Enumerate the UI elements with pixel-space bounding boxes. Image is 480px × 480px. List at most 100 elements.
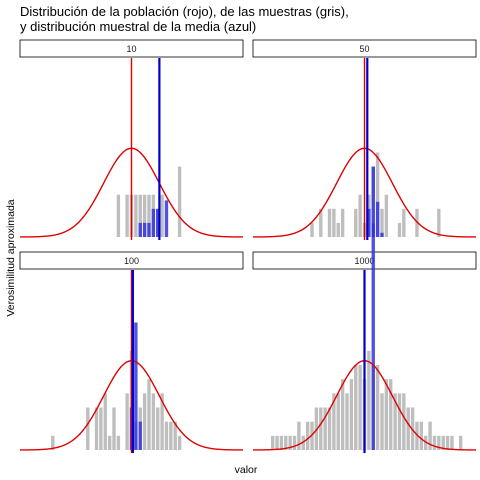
sample-bar [332, 393, 336, 450]
sample-bar [437, 208, 441, 237]
sample-bar [397, 222, 402, 237]
panel-10: 10 [19, 39, 244, 240]
sample-bar [432, 435, 437, 450]
sample-bar [99, 407, 103, 450]
sample-bar [177, 435, 182, 450]
sample-bar [284, 435, 288, 450]
sample-bar [375, 365, 380, 450]
facet-strip [19, 251, 244, 270]
mean-bar [380, 232, 384, 237]
sample-bar [402, 208, 406, 237]
sample-bar [358, 194, 362, 237]
sample-bar [270, 435, 275, 450]
sample-bar [336, 393, 340, 450]
facet-strip-label: 1000 [354, 256, 374, 266]
sample-bar [94, 407, 99, 450]
sample-bar [164, 421, 169, 450]
sample-bar [389, 379, 393, 450]
mean-bar [371, 223, 375, 450]
sample-bar [297, 421, 301, 450]
sample-bar [340, 208, 345, 237]
sample-bar [402, 393, 406, 450]
sample-bar [147, 379, 151, 450]
panel-1000: 1000 [252, 223, 477, 453]
sample-bar [445, 435, 450, 450]
sample-bar [424, 435, 428, 450]
mean-bar [151, 208, 156, 237]
sample-bar [160, 194, 164, 237]
sample-bar [275, 435, 279, 450]
mean-bar [147, 222, 151, 237]
sample-bar [310, 222, 314, 237]
facet-strip-label: 10 [126, 44, 136, 54]
facet-strip [252, 39, 477, 58]
sample-bar [459, 435, 463, 450]
sample-bar [358, 365, 362, 450]
sample-bar [441, 435, 445, 450]
facet-strip [252, 251, 477, 270]
sample-bar [177, 166, 182, 237]
mean-bar [134, 322, 138, 450]
sample-bar [173, 421, 177, 450]
sample-bar [301, 435, 305, 450]
sample-bar [375, 152, 380, 237]
sample-bar [336, 222, 340, 237]
chart-title-line-2: y distribución muestral de la media (azu… [20, 19, 256, 34]
sample-bar [327, 407, 332, 450]
sample-bar [428, 421, 432, 450]
sample-bar [125, 393, 129, 450]
mean-bar [371, 166, 375, 237]
sample-bar [156, 407, 160, 450]
mean-bar [367, 208, 371, 237]
sample-bar [380, 393, 384, 450]
sample-bar [86, 407, 90, 450]
mean-bar [138, 421, 142, 450]
y-axis-label: Verosimilitud aproximada [5, 199, 17, 316]
sample-bar [279, 435, 284, 450]
sample-bar [125, 194, 129, 237]
sample-bar [142, 194, 147, 237]
sample-bar [112, 407, 116, 450]
sample-bar [116, 194, 121, 237]
sample-bar [415, 421, 419, 450]
sample-bar [288, 435, 292, 450]
sample-bar [349, 379, 354, 450]
sample-bar [319, 407, 323, 450]
sample-bar [134, 194, 138, 237]
sample-bar [397, 393, 402, 450]
sample-bar [138, 194, 142, 237]
mean-bar [375, 201, 380, 237]
mean-bar [142, 222, 147, 237]
sample-bar [384, 194, 389, 237]
facet-strip [19, 39, 244, 58]
sample-bar [310, 421, 314, 450]
sample-bar [292, 435, 297, 450]
sample-bar [169, 421, 173, 450]
sample-bar [142, 393, 147, 450]
sample-bar [345, 393, 349, 450]
sample-bar [419, 421, 424, 450]
sample-bar [323, 407, 327, 450]
sample-bar [116, 435, 121, 450]
sample-bar [160, 393, 164, 450]
panel-100: 100 [19, 251, 244, 453]
sample-bar [450, 435, 454, 450]
sample-bar [327, 208, 332, 237]
sample-bar [305, 421, 310, 450]
panel-50: 50 [252, 39, 477, 240]
sample-bar [332, 208, 336, 237]
sample-bar [51, 435, 55, 450]
sample-bar [437, 435, 441, 450]
sample-bar [354, 208, 358, 237]
sample-bar [380, 208, 384, 237]
facet-strip-label: 50 [359, 44, 369, 54]
sample-bar [319, 208, 323, 237]
chart-title-line-1: Distribución de la población (rojo), de … [20, 4, 349, 19]
sample-bar [103, 393, 107, 450]
mean-bar [164, 200, 169, 237]
sample-bar [354, 365, 358, 450]
sample-bar [147, 194, 151, 237]
x-axis-label: valor [235, 464, 258, 476]
sample-bar [340, 379, 345, 450]
